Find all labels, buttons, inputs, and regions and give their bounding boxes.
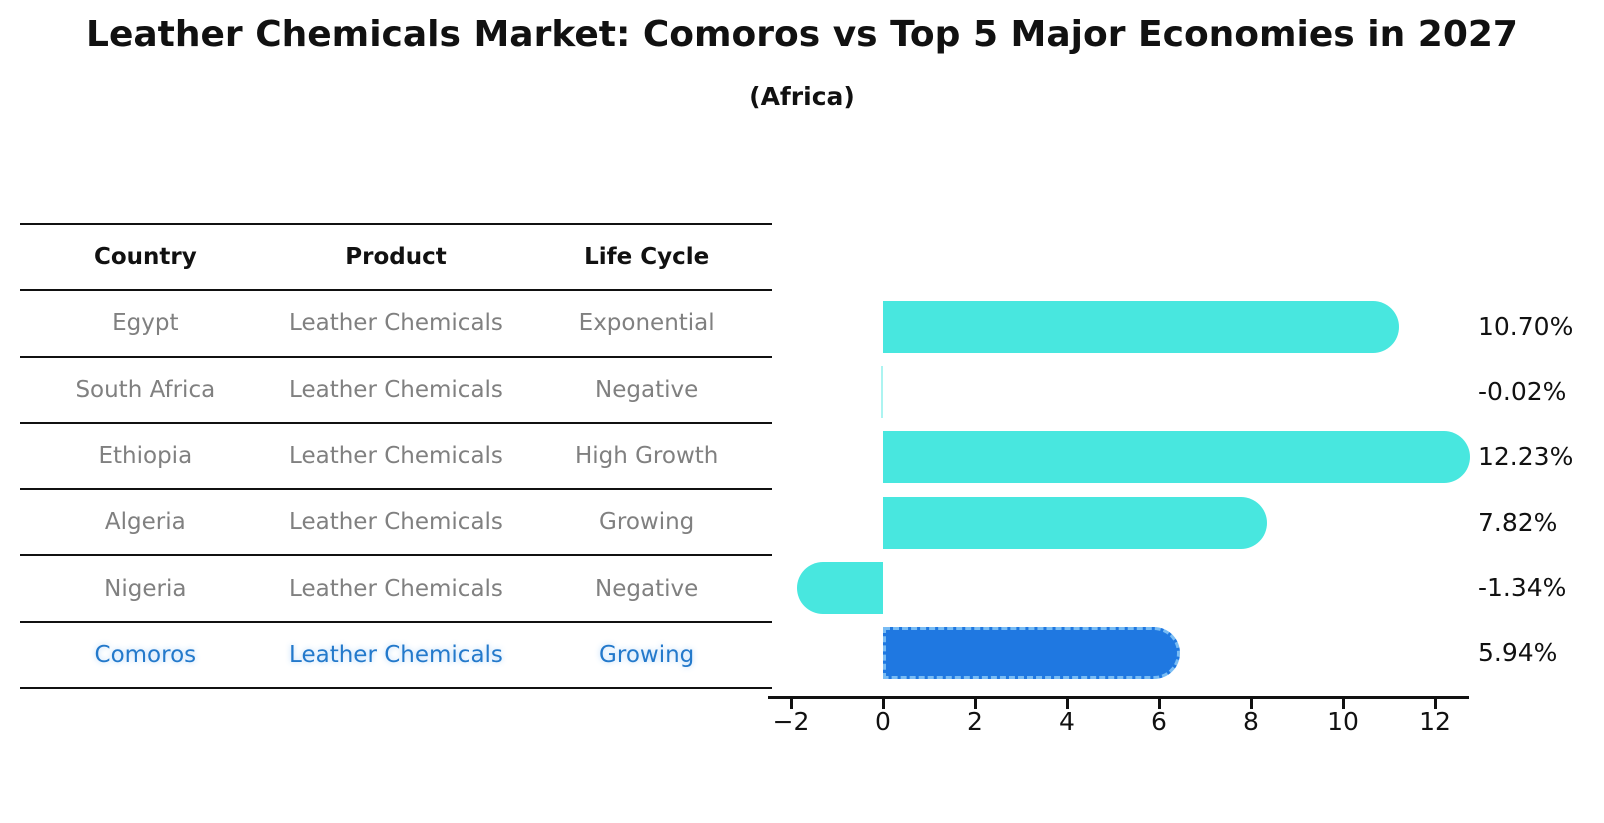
cell-life-cycle: High Growth (574, 443, 719, 470)
cell-country: Comoros (94, 641, 197, 668)
table-row-ethiopia: Ethiopia Leather Chemicals High Growth (20, 421, 772, 488)
table-header-product: Product (345, 244, 447, 271)
table-row-comoros: Comoros Leather Chemicals Growing (20, 620, 772, 690)
value-label-nigeria: -1.34% (1478, 572, 1567, 602)
x-axis-tick (1341, 699, 1345, 709)
x-axis-tick (1157, 699, 1161, 709)
value-label-egypt: 10.70% (1478, 312, 1574, 341)
x-axis-tick (973, 699, 977, 709)
x-axis-tick-label: 6 (1151, 707, 1167, 736)
cell-life-cycle: Negative (595, 376, 699, 403)
cell-life-cycle: Growing (599, 641, 695, 668)
value-label-algeria: 7.82% (1478, 507, 1558, 537)
x-axis-tick-label: 10 (1327, 707, 1359, 736)
table-row-algeria: Algeria Leather Chemicals Growing (20, 488, 772, 554)
x-axis-tick-label: −2 (772, 707, 810, 736)
x-axis-tick-label: 12 (1419, 707, 1451, 736)
cell-product: Leather Chemicals (289, 310, 503, 337)
x-axis-tick (1249, 699, 1253, 709)
cell-life-cycle: Growing (599, 509, 695, 536)
table-row-south-africa: South Africa Leather Chemicals Negative (20, 355, 772, 422)
chart-title: Leather Chemicals Market: Comoros vs Top… (86, 14, 1518, 55)
x-axis-tick (1433, 699, 1437, 709)
x-axis-tick-label: 0 (875, 707, 891, 736)
bar-comoros (883, 627, 1181, 679)
cell-product: Leather Chemicals (289, 376, 503, 403)
cell-product: Leather Chemicals (289, 509, 503, 536)
cell-country: Ethiopia (98, 443, 193, 470)
cell-country: Egypt (112, 310, 179, 337)
bar-nigeria (797, 561, 883, 614)
cell-country: Algeria (104, 509, 186, 536)
table-header-lifecycle: Life Cycle (584, 244, 710, 271)
chart-subtitle: (Africa) (749, 82, 855, 111)
value-label-south-africa: -0.02% (1478, 377, 1567, 407)
cell-life-cycle: Negative (595, 575, 699, 602)
bar-south-africa (881, 366, 883, 419)
x-axis-tick-label: 2 (967, 707, 983, 736)
bar-ethiopia (883, 431, 1470, 484)
x-axis-tick (789, 699, 793, 709)
table-header-row: Country Product Life Cycle (20, 223, 772, 289)
x-axis-tick-label: 8 (1243, 707, 1259, 736)
cell-product: Leather Chemicals (289, 443, 503, 470)
x-axis-tick-label: 4 (1059, 707, 1075, 736)
bar-egypt (883, 301, 1400, 353)
table-row-egypt: Egypt Leather Chemicals Exponential (20, 289, 772, 355)
x-axis-line (768, 696, 1469, 699)
value-label-ethiopia: 12.23% (1478, 442, 1574, 472)
cell-product: Leather Chemicals (289, 575, 503, 602)
cell-product: Leather Chemicals (289, 641, 503, 668)
cell-life-cycle: Exponential (578, 310, 715, 337)
value-label-comoros: 5.94% (1478, 638, 1558, 667)
x-axis-tick (1065, 699, 1069, 709)
bar-algeria (883, 496, 1267, 549)
table-row-nigeria: Nigeria Leather Chemicals Negative (20, 554, 772, 620)
country-table: Country Product Life Cycle Egypt Leather … (20, 223, 772, 690)
cell-country: South Africa (75, 376, 216, 403)
table-header-country: Country (93, 244, 197, 271)
cell-country: Nigeria (104, 575, 187, 602)
x-axis-tick (881, 699, 885, 709)
